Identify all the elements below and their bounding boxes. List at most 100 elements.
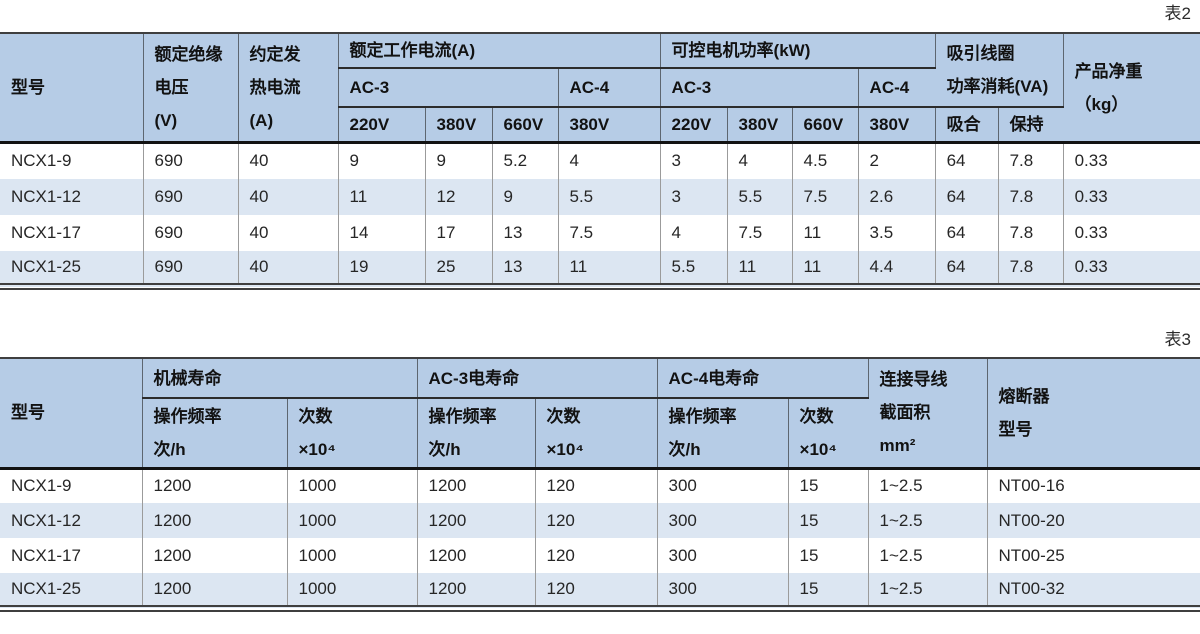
cell-current-660v: 13: [492, 250, 559, 287]
cell-wire-section: 1~2.5: [868, 538, 988, 573]
t2-header-power-ac3: AC-3: [660, 68, 859, 108]
cell-ac3-count: 120: [535, 573, 658, 608]
cell-ac3-op-freq: 1200: [417, 503, 536, 538]
t3-header-ac4-count: 次数 ×10⁴: [788, 398, 869, 468]
cell-power-220v: 3: [660, 178, 728, 215]
cell-power-ac4-380v: 3.5: [858, 214, 936, 251]
cell-insulation-voltage: 690: [143, 214, 239, 251]
cell-model: NCX1-17: [0, 214, 144, 251]
cell-current-380v: 17: [425, 214, 493, 251]
cell-mech-count: 1000: [287, 503, 418, 538]
cell-model: NCX1-25: [0, 250, 144, 287]
t2-header-current-ac3-380v: 380V: [425, 107, 493, 143]
t2-header-net-weight: 产品净重 （kg）: [1063, 33, 1200, 143]
cell-insulation-voltage: 690: [143, 250, 239, 287]
cell-ac4-count: 15: [788, 468, 869, 503]
t2-header-power-ac3-380v: 380V: [727, 107, 793, 143]
cell-current-ac4-380v: 5.5: [558, 178, 661, 215]
cell-mech-op-freq: 1200: [142, 468, 288, 503]
cell-coil-hold: 7.8: [998, 142, 1064, 179]
t2-header-current-ac3-220v: 220V: [338, 107, 426, 143]
contactor-ratings-table: 型号 额定绝缘 电压 (V) 约定发 热电流 (A) 额定工作电流(A) 可控电…: [0, 32, 1200, 290]
t3-header-mech-op-freq: 操作频率 次/h: [142, 398, 288, 468]
cell-ac4-op-freq: 300: [657, 538, 789, 573]
cell-current-ac4-380v: 4: [558, 142, 661, 179]
cell-power-660v: 4.5: [792, 142, 859, 179]
t3-header-ac4-op-freq: 操作频率 次/h: [657, 398, 789, 468]
cell-current-660v: 5.2: [492, 142, 559, 179]
cell-coil-pickup: 64: [935, 250, 999, 287]
cell-current-220v: 19: [338, 250, 426, 287]
t3-header-fuse-model: 熔断器 型号: [987, 358, 1200, 468]
cell-power-220v: 3: [660, 142, 728, 179]
table-row: NCX1-17 1200 1000 1200 120 300 15 1~2.5 …: [0, 538, 1200, 573]
t2-header-current-ac4-380v: 380V: [558, 107, 661, 143]
cell-mech-count: 1000: [287, 573, 418, 608]
table-row: NCX1-9 1200 1000 1200 120 300 15 1~2.5 N…: [0, 468, 1200, 503]
cell-fuse-model: NT00-32: [987, 573, 1200, 608]
cell-power-380v: 5.5: [727, 178, 793, 215]
cell-model: NCX1-25: [0, 573, 143, 608]
cell-current-ac4-380v: 11: [558, 250, 661, 287]
cell-power-220v: 4: [660, 214, 728, 251]
t3-header-mech-life: 机械寿命: [142, 358, 418, 399]
t2-header-current-ac3-660v: 660V: [492, 107, 559, 143]
t2-header-model: 型号: [0, 33, 144, 143]
cell-model: NCX1-17: [0, 538, 143, 573]
table-row: NCX1-25 690 40 19 25 13 11 5.5 11 11 4.4…: [0, 250, 1200, 287]
cell-thermal-current: 40: [238, 250, 339, 287]
cell-ac3-op-freq: 1200: [417, 538, 536, 573]
cell-current-380v: 25: [425, 250, 493, 287]
cell-current-660v: 9: [492, 178, 559, 215]
table2-header-row-2: AC-3 AC-4 AC-3 AC-4: [0, 68, 1200, 108]
cell-thermal-current: 40: [238, 142, 339, 179]
table2-caption: 表2: [1164, 4, 1191, 23]
cell-model: NCX1-12: [0, 503, 143, 538]
cell-model: NCX1-12: [0, 178, 144, 215]
t3-header-ac3-life: AC-3电寿命: [417, 358, 658, 399]
cell-power-380v: 7.5: [727, 214, 793, 251]
table-row: NCX1-12 690 40 11 12 9 5.5 3 5.5 7.5 2.6…: [0, 178, 1200, 215]
cell-current-220v: 11: [338, 178, 426, 215]
cell-wire-section: 1~2.5: [868, 468, 988, 503]
cell-net-weight: 0.33: [1063, 214, 1200, 251]
table3-header-row-2: 操作频率 次/h 次数 ×10⁴ 操作频率 次/h 次数 ×10⁴ 操作频率 次…: [0, 398, 1200, 468]
cell-current-380v: 12: [425, 178, 493, 215]
table3-header: 型号 机械寿命 AC-3电寿命 AC-4电寿命 连接导线 截面积 mm² 熔断器…: [0, 358, 1200, 468]
cell-power-660v: 7.5: [792, 178, 859, 215]
cell-coil-pickup: 64: [935, 214, 999, 251]
cell-current-660v: 13: [492, 214, 559, 251]
cell-wire-section: 1~2.5: [868, 573, 988, 608]
cell-net-weight: 0.33: [1063, 178, 1200, 215]
cell-power-660v: 11: [792, 214, 859, 251]
t2-header-coil-hold: 保持: [998, 107, 1064, 143]
cell-fuse-model: NT00-25: [987, 538, 1200, 573]
cell-mech-count: 1000: [287, 468, 418, 503]
table3-header-row-1: 型号 机械寿命 AC-3电寿命 AC-4电寿命 连接导线 截面积 mm² 熔断器…: [0, 358, 1200, 468]
t2-header-thermal-current: 约定发 热电流 (A): [238, 33, 339, 143]
t2-header-power-ac3-660v: 660V: [792, 107, 859, 143]
cell-insulation-voltage: 690: [143, 178, 239, 215]
cell-power-ac4-380v: 2.6: [858, 178, 936, 215]
cell-ac3-count: 120: [535, 503, 658, 538]
t2-header-coil-pickup: 吸合: [935, 107, 999, 143]
t3-header-mech-count: 次数 ×10⁴: [287, 398, 418, 468]
cell-model: NCX1-9: [0, 468, 143, 503]
cell-ac4-op-freq: 300: [657, 573, 789, 608]
t3-header-ac3-count: 次数 ×10⁴: [535, 398, 658, 468]
cell-power-380v: 11: [727, 250, 793, 287]
cell-ac4-count: 15: [788, 503, 869, 538]
cell-power-ac4-380v: 4.4: [858, 250, 936, 287]
cell-wire-section: 1~2.5: [868, 503, 988, 538]
cell-current-220v: 14: [338, 214, 426, 251]
table2-body: NCX1-9 690 40 9 9 5.2 4 3 4 4.5 2 64 7.8…: [0, 142, 1200, 287]
cell-coil-hold: 7.8: [998, 214, 1064, 251]
table2-header-row-1: 型号 额定绝缘 电压 (V) 约定发 热电流 (A) 额定工作电流(A) 可控电…: [0, 33, 1200, 143]
cell-ac3-count: 120: [535, 468, 658, 503]
table-row: NCX1-17 690 40 14 17 13 7.5 4 7.5 11 3.5…: [0, 214, 1200, 251]
cell-coil-pickup: 64: [935, 178, 999, 215]
t2-header-current-ac4: AC-4: [558, 68, 661, 108]
cell-power-220v: 5.5: [660, 250, 728, 287]
t2-header-power-ac3-220v: 220V: [660, 107, 728, 143]
